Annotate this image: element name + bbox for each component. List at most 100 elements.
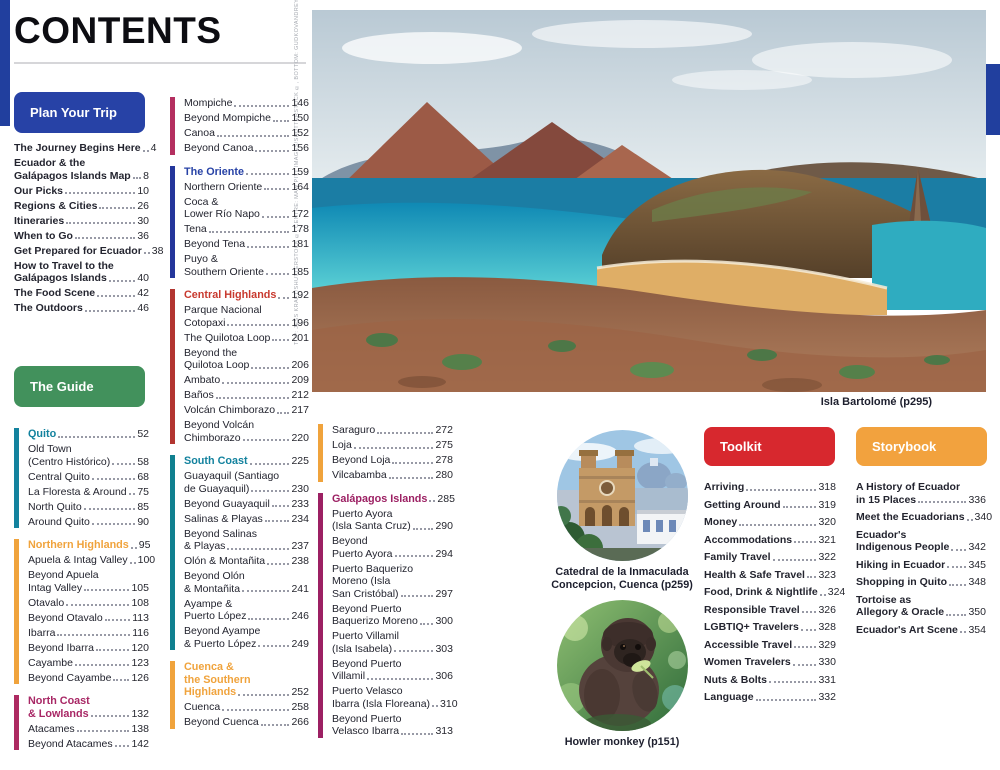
dot-leader <box>394 555 434 557</box>
page-number: 280 <box>435 469 453 481</box>
page-number: 142 <box>131 737 149 750</box>
page-number: 246 <box>291 610 309 622</box>
page-number: 348 <box>968 576 986 588</box>
dot-leader <box>401 732 434 735</box>
toc-entry-text: Puerto López <box>184 610 247 622</box>
toc-entry-text: Beyond Volcán <box>184 419 255 431</box>
toc-entry-text: Northern Highlands <box>28 539 129 551</box>
toc-item: Puyo & Southern Oriente 185 <box>184 253 309 278</box>
dot-leader <box>238 693 290 696</box>
toc-entry-text: Central Quito <box>28 470 90 483</box>
toc-item: Beyond Salinas & Playas 237 <box>184 528 309 553</box>
page-number: 297 <box>435 587 453 600</box>
dot-leader <box>739 523 817 526</box>
toc-entry-text: Ecuador & the <box>14 157 86 169</box>
toc-item: Around Quito 90 <box>28 516 149 529</box>
toc-entry-text: Beyond Puerto <box>332 712 402 725</box>
page-number: 252 <box>291 686 309 698</box>
toc-item: Salinas & Playas 234 <box>184 513 309 526</box>
toc-entry-text: Get Prepared for Ecuador <box>14 244 142 257</box>
toc-entry-text: A History of Ecuador <box>856 481 961 493</box>
page-number: 150 <box>291 112 309 124</box>
toc-entry-text: Galápagos Islands <box>332 492 428 505</box>
toc-item: Volcán Chimborazo 217 <box>184 404 309 417</box>
page-number: 46 <box>137 302 149 314</box>
toc-entry-text: Baños <box>184 389 214 401</box>
toc-entry-text: Old Town <box>28 443 72 455</box>
main-photo-isla-bartolome <box>312 10 986 392</box>
toc-section: The Oriente 159 Northern Oriente 164 Coca & L… <box>170 165 309 278</box>
toc-entry-text: Puerto Baquerizo <box>332 562 414 575</box>
page-number: 319 <box>818 498 836 511</box>
toc-item: Get Prepared for Ecuador 38 <box>14 244 163 258</box>
toc-entry-text: Our Picks <box>14 184 64 197</box>
toc-entry-text: (Isla Santa Cruz) <box>332 520 411 532</box>
page-number: 225 <box>291 455 309 467</box>
toc-item: Puerto Villamil (Isla Isabela) 303 <box>332 630 453 655</box>
toc-entry-text: Central Highlands <box>184 289 277 301</box>
toc-entry-text: Otavalo <box>28 596 65 609</box>
toc-item: Food, Drink & Nightlife 324 <box>704 586 845 599</box>
dot-leader <box>58 435 136 438</box>
page-number: 52 <box>137 428 149 440</box>
toc-entry-text: Galápagos Islands Map <box>14 169 131 182</box>
toc-entry-text: When to Go <box>14 229 73 242</box>
page-number: 201 <box>291 331 309 344</box>
toc-item: Mompiche 146 <box>184 97 309 110</box>
toc-entry-text: Chimborazo <box>184 431 241 444</box>
dot-leader <box>128 493 136 495</box>
dot-leader <box>249 462 290 465</box>
page-number: 185 <box>291 265 309 278</box>
toc-item: Beyond Apuela Intag Valley 105 <box>28 569 149 594</box>
toc-entry-text: Meet the Ecuadorians <box>856 511 965 523</box>
page-number: 68 <box>137 470 149 483</box>
guide-column-1: Quito 52 Old Town (Centro Histórico) 58 Centr… <box>14 428 155 761</box>
page-number: 300 <box>435 615 453 627</box>
toc-entry-text: Moreno (Isla <box>332 575 391 587</box>
page-number: 272 <box>435 424 453 436</box>
toc-item: Parque Nacional Cotopaxi 196 <box>184 304 309 329</box>
dot-leader <box>74 664 130 666</box>
dot-leader <box>918 501 967 503</box>
toc-section: North Coast & Lowlands 132 Atacames 138 Beyon… <box>14 695 149 750</box>
dot-leader <box>91 523 136 525</box>
toc-entry-text: Cotopaxi <box>184 316 226 329</box>
toc-entry-text: Beyond Atacames <box>28 737 113 750</box>
page-number: 192 <box>291 289 309 301</box>
toc-item: The Food Scene 42 <box>14 287 149 300</box>
page-number: 10 <box>137 184 149 197</box>
plan-your-trip-list: The Journey Begins Here 4 Ecuador & the Gal… <box>14 142 163 317</box>
page-number: 332 <box>818 691 836 703</box>
dot-leader <box>264 188 290 190</box>
toc-item: Beyond Olón & Montañita 241 <box>184 570 309 595</box>
toc-entry-text: Beyond Cuenca <box>184 716 259 728</box>
toc-item: Olón & Montañita 238 <box>184 555 309 568</box>
page-number: 42 <box>137 287 149 299</box>
toc-item: Loja 275 <box>332 439 453 452</box>
toc-entry-text: Responsible Travel <box>704 603 800 616</box>
toc-entry-text: The Oriente <box>184 165 244 178</box>
dot-leader <box>261 215 290 218</box>
toc-entry-text: Volcán Chimborazo <box>184 404 276 416</box>
toc-item: The Oriente 159 <box>184 166 309 179</box>
dot-leader <box>76 730 130 732</box>
right-accent-bar <box>986 64 1000 135</box>
toc-entry-text: Beyond the <box>184 346 238 359</box>
dot-leader <box>95 649 130 651</box>
toc-entry-text: Ibarra (Isla Floreana) <box>332 697 431 710</box>
toc-item: Beyond Mompiche 150 <box>184 112 309 125</box>
toc-entry-text: Beyond Guayaquil <box>184 497 270 510</box>
toc-item: Cuenca & the Southern Highlands 252 <box>184 661 309 699</box>
toc-entry-text: Itineraries <box>14 214 65 227</box>
toc-entry-text: The Outdoors <box>14 302 83 314</box>
dot-leader <box>966 518 973 521</box>
page-number: 303 <box>435 642 453 655</box>
toc-entry-text: Loja <box>332 439 352 451</box>
toc-entry-text: Cuenca & <box>184 661 234 673</box>
toc-item: Old Town (Centro Histórico) 58 <box>28 443 149 468</box>
toc-item: Nuts & Bolts 331 <box>704 674 836 687</box>
page-number: 138 <box>131 722 149 735</box>
toc-entry-text: How to Travel to the <box>14 259 114 272</box>
page-number: 266 <box>291 716 309 728</box>
toc-item: Language 332 <box>704 691 836 704</box>
